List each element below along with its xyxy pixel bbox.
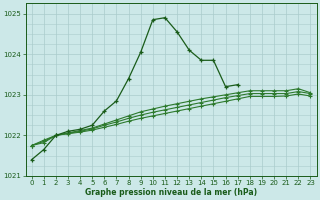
X-axis label: Graphe pression niveau de la mer (hPa): Graphe pression niveau de la mer (hPa) [85,188,257,197]
